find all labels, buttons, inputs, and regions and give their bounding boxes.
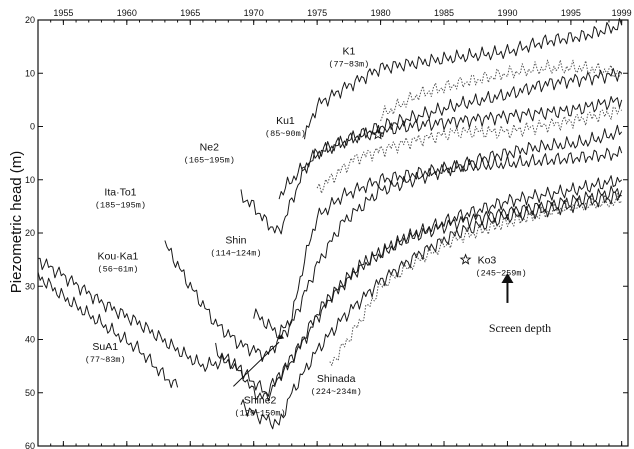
series-line-kou-ka1 [38,175,623,397]
series-line-ne2 [240,96,623,235]
ko3-label-name: Ko3 [478,255,497,267]
y-tick-label: 0 [30,122,35,132]
series-line-shinada [240,191,622,430]
x-tick-label: 1975 [307,8,327,18]
series-labels: K1 (77~83m) Ku1 (85~90m) Ne2 (165~195m) Ita·To… [85,46,369,419]
x-tick-label: 1960 [117,8,137,18]
series-label-depth: (114~124m) [210,249,261,259]
series-group [37,18,623,430]
series-label-depth: (165~195m) [184,155,235,165]
series-label-name: Ita·To1 [104,187,136,199]
x-tick-label: 1995 [561,8,581,18]
y-axis-label: Piezometric head (m) [8,151,25,294]
series-label-depth: (77~83m) [328,60,369,70]
series-label-name: K1 [342,46,355,58]
series-line-sua1 [37,271,179,389]
series-line-shinada-b [329,193,623,366]
shine2-pointer-head [278,334,285,340]
series-line-ita-to1 [164,124,623,362]
y-axis: 20 10 0 10 20 30 40 50 60 [25,15,628,449]
y-tick-label: 30 [25,281,35,291]
star-marker-icon [372,128,385,140]
series-line-ne2-b [316,106,623,194]
series-label-name: Shine2 [244,394,277,406]
x-tick-label: 1970 [244,8,264,18]
screen-depth-arrowhead [501,272,514,283]
y-tick-label: 40 [25,335,35,345]
series-line-k1 [304,18,623,140]
series-label-depth: (224~234m) [311,387,362,397]
x-tick-label: 1985 [434,8,454,18]
star-marker-icon [459,253,472,265]
series-label-depth: (77~83m) [85,355,126,365]
screen-depth-note: Screen depth [489,321,551,335]
series-label-name: Shinada [317,373,356,385]
x-tick-label: 1965 [180,8,200,18]
series-label-name: SuA1 [92,341,118,353]
x-axis: 1955 1960 1965 1970 1975 1980 1985 1990 1995 1999 [37,8,632,446]
series-label-depth: (56~61m) [98,265,139,275]
y-tick-label: 60 [25,441,35,449]
series-line-shine2 [215,185,623,402]
series-label-name: Ku1 [276,115,295,127]
series-label-name: Shin [225,235,246,247]
y-tick-label: 10 [25,68,35,78]
series-line-shin [253,146,623,339]
x-tick-label: 1955 [53,8,73,18]
series-line-ku1 [278,67,623,200]
series-line-k1-b [380,59,623,122]
x-tick-label: 1980 [371,8,391,18]
series-label-depth: (129~150m) [235,408,286,418]
y-tick-label: 10 [25,175,35,185]
y-tick-label: 20 [25,15,35,25]
series-label-depth: (85~90m) [265,129,306,139]
y-tick-label: 50 [25,388,35,398]
x-tick-label: 1990 [497,8,517,18]
ko3-label-depth: (245~259m) [476,269,527,279]
markers: Ko3 (245~259m) [372,128,527,303]
x-tick-label: 1999 [612,8,632,18]
series-label-name: Ne2 [200,141,219,153]
series-label-depth: (185~195m) [95,201,146,211]
y-tick-label: 20 [25,228,35,238]
series-label-name: Kou·Ka1 [97,251,138,263]
shine2-pointer [233,341,280,387]
